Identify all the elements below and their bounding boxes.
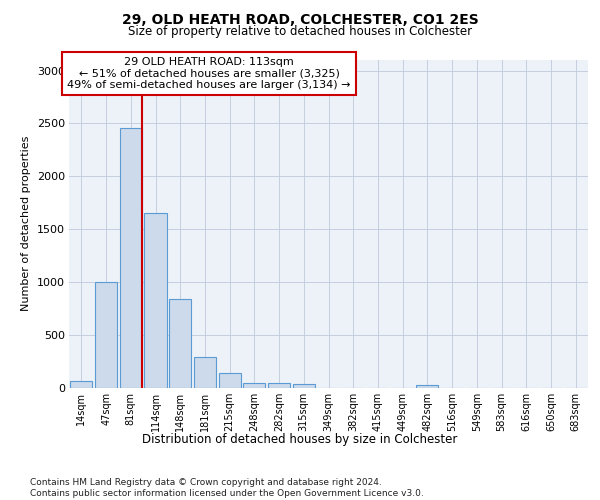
Bar <box>119 128 142 388</box>
Y-axis label: Number of detached properties: Number of detached properties <box>21 136 31 312</box>
Text: 29 OLD HEATH ROAD: 113sqm
← 51% of detached houses are smaller (3,325)
49% of se: 29 OLD HEATH ROAD: 113sqm ← 51% of detac… <box>67 56 351 90</box>
Bar <box>243 384 265 388</box>
Text: Size of property relative to detached houses in Colchester: Size of property relative to detached ho… <box>128 25 472 38</box>
Text: 29, OLD HEATH ROAD, COLCHESTER, CO1 2ES: 29, OLD HEATH ROAD, COLCHESTER, CO1 2ES <box>122 12 478 26</box>
Bar <box>416 386 439 388</box>
Bar <box>293 384 315 388</box>
Bar <box>268 384 290 388</box>
Bar <box>194 357 216 388</box>
Bar <box>218 372 241 388</box>
Text: Contains HM Land Registry data © Crown copyright and database right 2024.
Contai: Contains HM Land Registry data © Crown c… <box>30 478 424 498</box>
Bar <box>95 282 117 388</box>
Bar <box>169 299 191 388</box>
Text: Distribution of detached houses by size in Colchester: Distribution of detached houses by size … <box>142 432 458 446</box>
Bar <box>70 381 92 388</box>
Bar <box>145 213 167 388</box>
